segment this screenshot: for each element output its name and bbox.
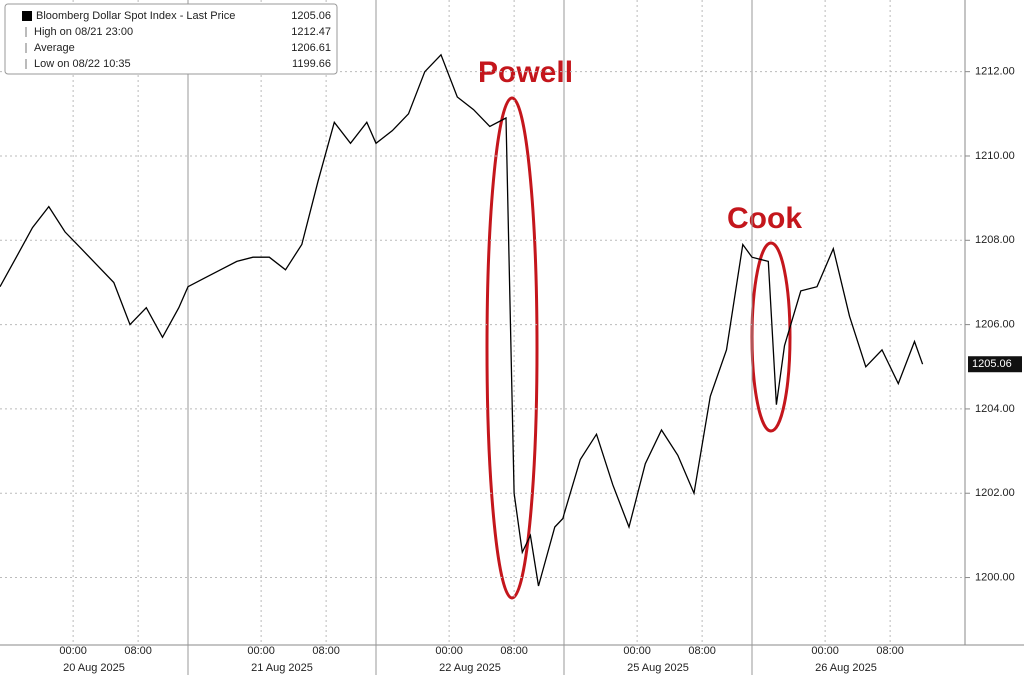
date-label: 26 Aug 2025 (815, 662, 877, 674)
x-tick-label: 00:00 (811, 645, 839, 657)
legend-value: 1205.06 (291, 10, 331, 22)
price-line (0, 53, 924, 587)
x-tick-label: 08:00 (876, 645, 904, 657)
y-tick-label: 1204.00 (975, 403, 1015, 415)
legend-label: High on 08/21 23:00 (34, 26, 133, 38)
y-tick-label: 1212.00 (975, 66, 1015, 78)
x-tick-label: 08:00 (124, 645, 152, 657)
x-tick-label: 00:00 (247, 645, 275, 657)
x-tick-label: 08:00 (312, 645, 340, 657)
y-tick-label: 1202.00 (975, 487, 1015, 499)
legend-box (4, 3, 338, 75)
y-tick-label: 1206.00 (975, 319, 1015, 331)
legend-label: Bloomberg Dollar Spot Index - Last Price (36, 10, 235, 22)
legend-label: Average (34, 42, 75, 54)
x-tick-label: 08:00 (500, 645, 528, 657)
annotation: Cook (727, 202, 802, 235)
date-label: 21 Aug 2025 (251, 662, 313, 674)
date-label: 22 Aug 2025 (439, 662, 501, 674)
legend-value: 1199.66 (292, 58, 331, 70)
y-tick-label: 1200.00 (975, 571, 1015, 583)
x-tick-label: 00:00 (435, 645, 463, 657)
legend-value: 1212.47 (291, 26, 331, 38)
y-tick-label: 1210.00 (975, 150, 1015, 162)
date-label: 25 Aug 2025 (627, 662, 689, 674)
legend-label: Low on 08/22 10:35 (34, 58, 131, 70)
x-tick-label: 00:00 (623, 645, 651, 657)
annotation-ellipse (485, 96, 539, 600)
x-tick-label: 08:00 (688, 645, 716, 657)
date-label: 20 Aug 2025 (63, 662, 125, 674)
annotation: Powell (478, 56, 573, 89)
last-price-label: 1205.06 (972, 358, 1012, 370)
last-price-box (968, 356, 1022, 373)
x-tick-label: 00:00 (59, 645, 87, 657)
legend-swatch (22, 11, 32, 21)
legend-value: 1206.61 (291, 42, 331, 54)
y-tick-label: 1208.00 (975, 234, 1015, 246)
